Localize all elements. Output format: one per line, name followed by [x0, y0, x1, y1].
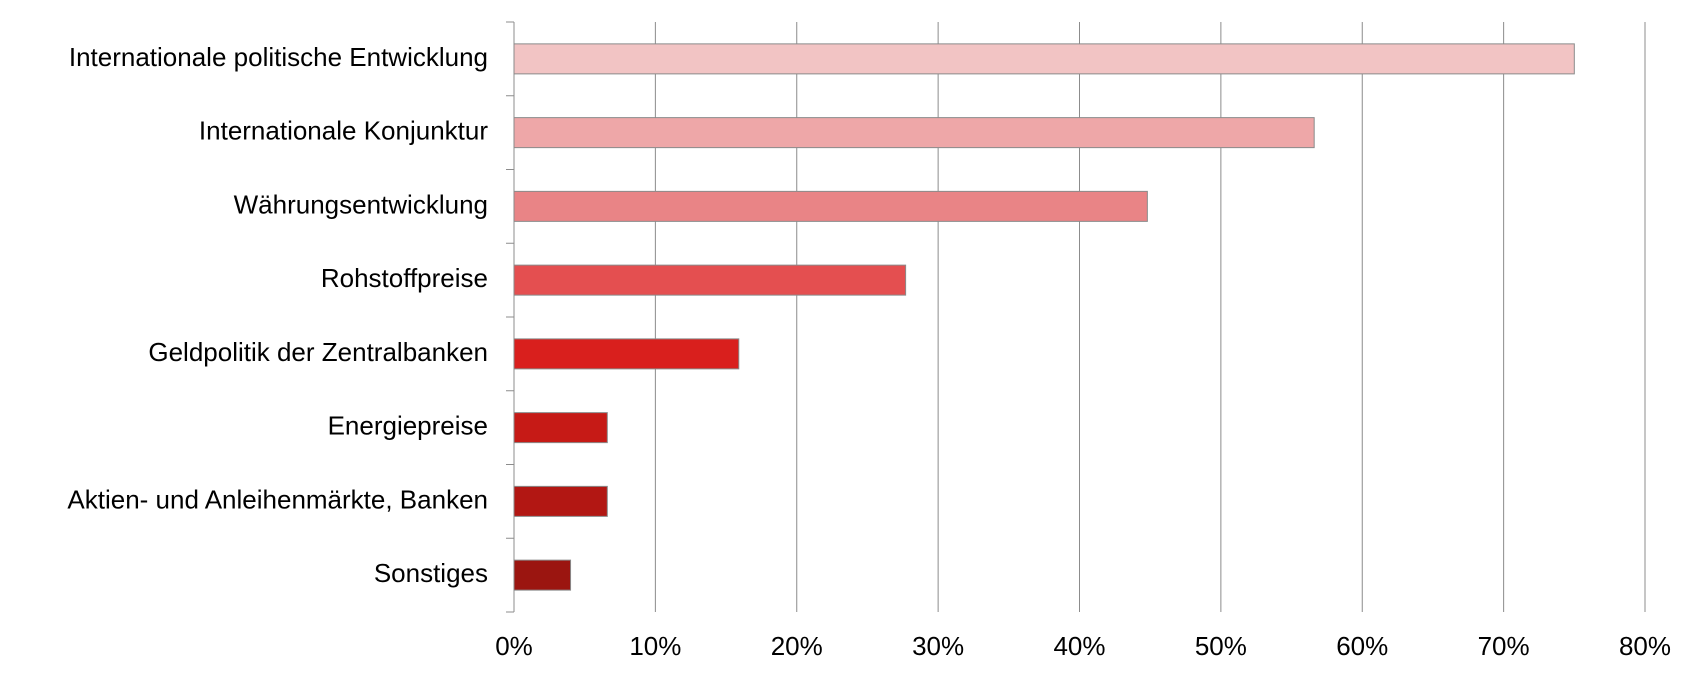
x-tick-label: 80% — [1619, 631, 1671, 661]
x-tick-label: 40% — [1053, 631, 1105, 661]
y-tick-label: Sonstiges — [374, 558, 488, 588]
bar — [513, 264, 907, 296]
bar — [513, 559, 572, 591]
y-tick-label: Währungsentwicklung — [234, 189, 488, 219]
bar — [513, 412, 608, 444]
y-tick-label: Energiepreise — [328, 411, 488, 441]
x-tick-label: 20% — [771, 631, 823, 661]
x-tick-label: 70% — [1478, 631, 1530, 661]
x-tick-label: 10% — [629, 631, 681, 661]
y-tick-label: Aktien- und Anleihenmärkte, Banken — [67, 484, 488, 514]
y-tick-label: Internationale Konjunktur — [199, 116, 488, 146]
x-tick-label: 60% — [1336, 631, 1388, 661]
x-tick-label: 0% — [495, 631, 533, 661]
y-tick-label: Geldpolitik der Zentralbanken — [148, 337, 488, 367]
x-tick-label: 50% — [1195, 631, 1247, 661]
bar — [513, 43, 1575, 75]
bar — [513, 338, 740, 370]
y-tick-label: Internationale politische Entwicklung — [69, 42, 488, 72]
bar — [513, 117, 1315, 149]
bar — [513, 485, 608, 517]
bar — [513, 190, 1148, 222]
y-tick-label: Rohstoffpreise — [321, 263, 488, 293]
x-tick-label: 30% — [912, 631, 964, 661]
